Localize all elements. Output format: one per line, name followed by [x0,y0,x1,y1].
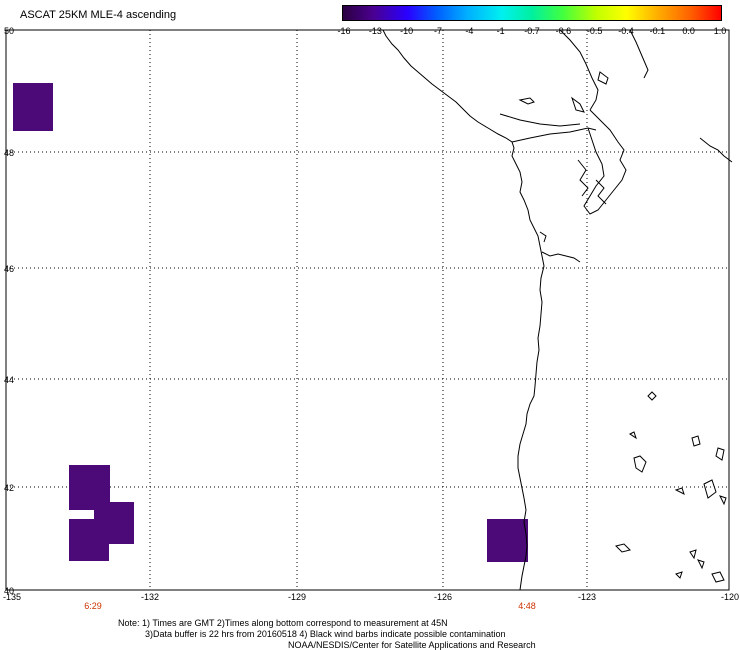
lake-11 [675,571,683,579]
latitude-label: 40 [4,586,15,596]
note-line-1: Note: 1) Times are GMT 2)Times along bot… [118,618,448,628]
vancouver-island-south [499,113,581,127]
islands-1 [518,97,535,105]
islands-3 [597,71,609,85]
note-line-3: NOAA/NESDIS/Center for Satellite Applica… [288,640,536,650]
latitude-label: 44 [4,375,15,385]
color-scale-tick-label: -0.5 [586,26,603,36]
puget-sound [583,109,627,215]
columbia-river [541,251,581,263]
lake-8 [719,495,727,506]
longitude-label: -132 [140,592,160,602]
color-scale-tick-label: -0.1 [649,26,666,36]
lake-9 [615,543,631,553]
lat-lon-grid [6,30,729,590]
wind-data-cell [487,519,528,562]
strait-georgia [559,29,599,111]
inland-north [629,29,649,79]
pacific-coastline [382,29,545,591]
color-scale-tick-label: 0.0 [682,26,695,36]
latitude-label: 42 [4,483,15,493]
pass-time-label: 4:48 [518,601,536,611]
color-scale-tick-label: -0.6 [555,26,572,36]
color-scale-bar [342,5,722,21]
map-title: ASCAT 25KM MLE-4 ascending [20,9,177,21]
longitude-label: -129 [287,592,307,602]
color-scale-tick-label: -7 [433,26,443,36]
color-scale-tick-label: -10 [400,26,414,36]
islands-2 [571,96,585,113]
wind-data-cells [13,83,528,562]
note-line-2: 3)Data buffer is 22 hrs from 20160518 4)… [145,629,506,639]
latitude-label: 50 [4,26,15,36]
lake-5 [633,455,647,473]
color-scale-tick-label: -13 [368,26,382,36]
longitude-label: -126 [433,592,453,602]
lake-4 [715,447,725,461]
latitude-label: 48 [4,148,15,158]
coastline [382,29,733,591]
puget-inlet-2 [595,179,607,205]
longitude-label: -135 [2,592,22,602]
lake-2 [629,431,637,440]
lake-10 [689,549,697,560]
longitude-label: -120 [720,592,740,602]
pass-time-label: 6:29 [84,601,102,611]
wind-data-cell [69,519,109,561]
inland-east [699,137,733,163]
color-scale-tick-label: -16 [337,26,351,36]
map-border [5,29,730,591]
color-scale-tick-label: -0.4 [618,26,634,36]
color-scale-tick-label: -0.7 [524,26,540,36]
wind-data-cell [13,83,53,131]
lake-12 [711,571,725,583]
lake-13 [697,559,705,570]
lake-6 [674,487,685,495]
lake-3 [691,435,701,447]
strait-juan-de-fuca [511,127,597,143]
willapa-bay [539,231,547,243]
color-scale-tick-label: -1 [496,26,505,36]
color-scale-tick-label: 1.0 [713,26,727,36]
latitude-label: 46 [4,264,15,274]
puget-inlet-1 [577,159,589,197]
lake-1 [647,391,657,401]
color-scale-tick-label: -4 [465,26,474,36]
lake-7 [703,479,717,499]
longitude-label: -123 [577,592,597,602]
